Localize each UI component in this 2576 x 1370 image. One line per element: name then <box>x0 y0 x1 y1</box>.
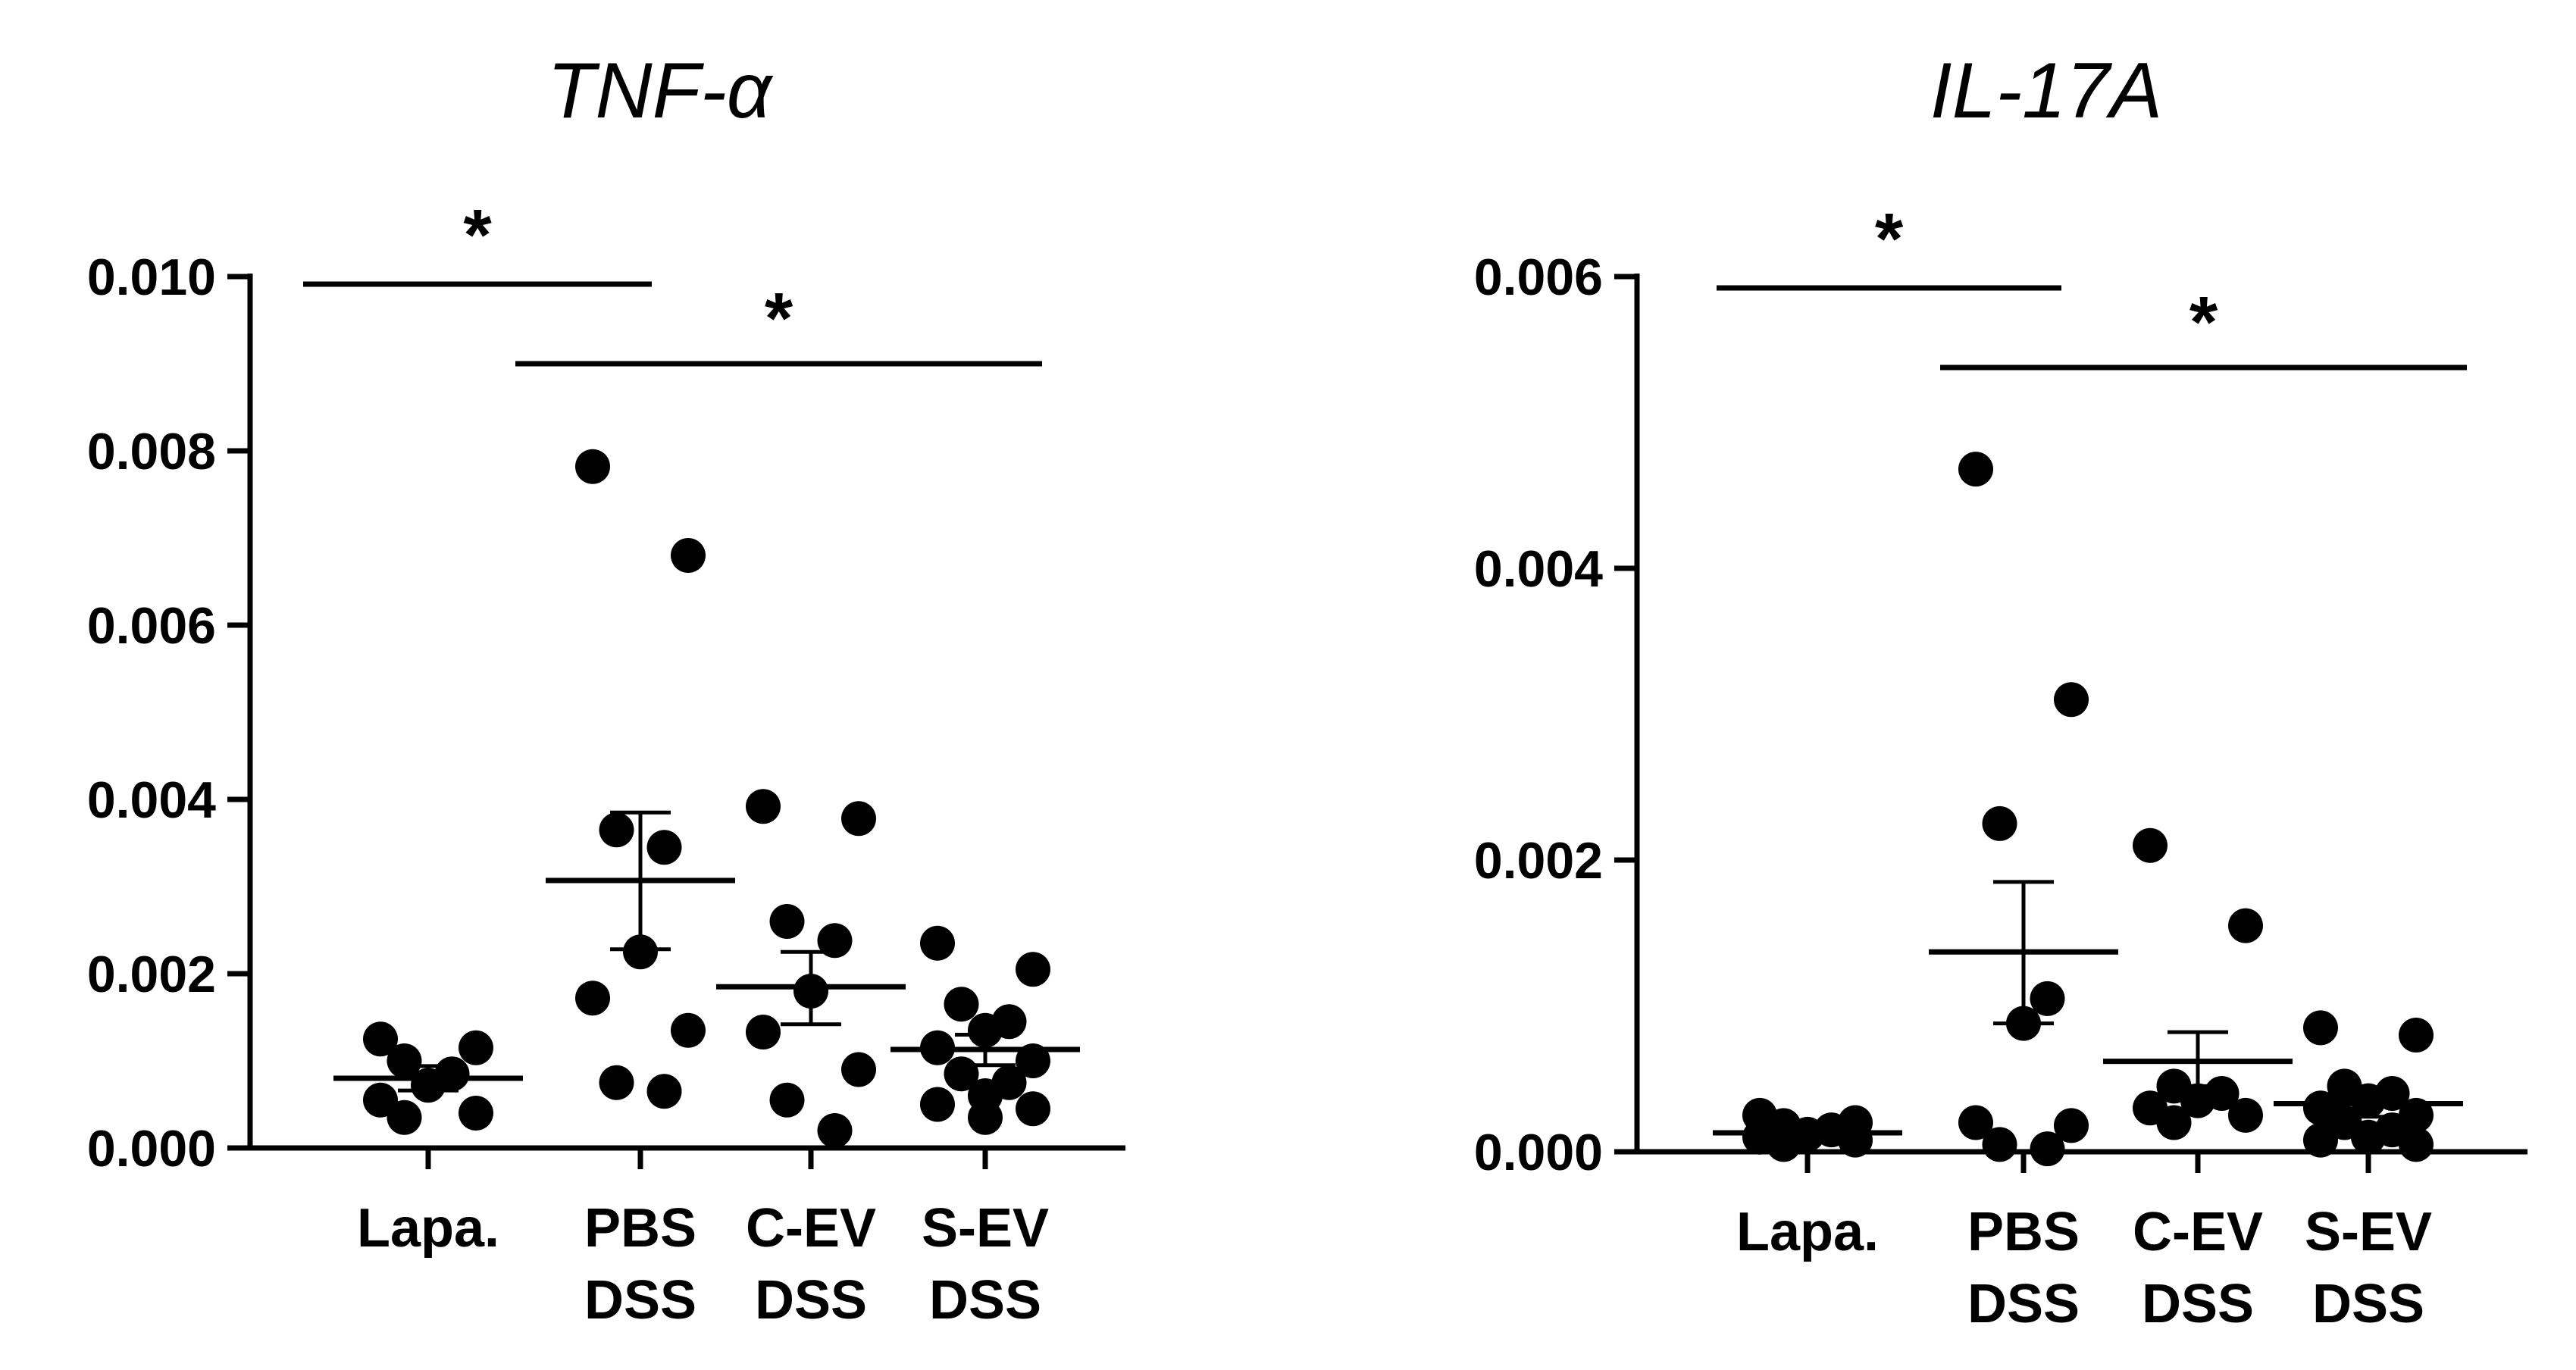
data-point <box>2156 1105 2192 1140</box>
data-point <box>599 1065 634 1100</box>
chart-title: TNF-α <box>547 47 774 135</box>
data-point <box>817 1113 853 1148</box>
data-point <box>575 981 610 1016</box>
data-point <box>2054 682 2089 718</box>
data-point <box>841 801 876 837</box>
x-category-label: DSS <box>755 1270 867 1331</box>
data-point <box>1016 952 1050 987</box>
data-point <box>2030 1131 2065 1167</box>
significance-star: * <box>463 195 492 276</box>
data-point <box>2399 1018 2434 1053</box>
significance-star: * <box>1875 199 1904 280</box>
data-point <box>2303 1122 2338 1158</box>
data-point <box>575 449 610 484</box>
x-category-label: C-EV <box>746 1198 876 1259</box>
significance-star: * <box>2189 282 2218 363</box>
data-point <box>387 1099 422 1135</box>
data-point <box>968 1099 1003 1135</box>
x-category-label: DSS <box>584 1270 696 1331</box>
data-point <box>2303 1010 2338 1046</box>
y-tick-label: 0.000 <box>87 1120 216 1178</box>
y-tick-label: 0.004 <box>1474 540 1603 598</box>
y-tick-label: 0.004 <box>87 771 216 829</box>
data-point <box>646 1074 682 1109</box>
data-point <box>2399 1127 2434 1162</box>
y-tick-label: 0.000 <box>1474 1124 1603 1181</box>
data-point <box>1838 1122 1873 1158</box>
data-point <box>1982 1127 2017 1162</box>
data-point <box>1982 805 2017 841</box>
data-point <box>920 1087 955 1122</box>
y-tick-label: 0.002 <box>1474 832 1603 890</box>
data-point <box>2228 1097 2263 1133</box>
data-point <box>920 925 955 961</box>
data-point <box>769 1082 805 1118</box>
x-category-label: Lapa. <box>1736 1202 1879 1262</box>
data-point <box>671 538 706 573</box>
data-point <box>968 1012 1003 1048</box>
data-point <box>671 1012 706 1048</box>
x-category-label: DSS <box>1967 1274 2080 1334</box>
x-category-label: DSS <box>2142 1274 2254 1334</box>
x-category-label: Lapa. <box>357 1198 499 1259</box>
significance-star: * <box>765 278 793 359</box>
chart-panel-2: IL-17A 0.000 0.002 0.004 0.006 Lapa. PBS DSS C-E… <box>1474 47 2527 1334</box>
data-point <box>1958 1105 1993 1140</box>
data-point <box>746 789 781 824</box>
x-category-label: DSS <box>929 1270 1041 1331</box>
chart-panel-1: TNF-α 0.000 0.002 0.004 0.006 0.008 0.010 Lapa.… <box>87 47 1125 1331</box>
y-tick-label: 0.002 <box>87 946 216 1003</box>
data-point <box>944 987 979 1022</box>
data-point <box>817 923 853 959</box>
data-point <box>363 1021 398 1057</box>
x-category-label: S-EV <box>2305 1202 2432 1262</box>
x-category-label: DSS <box>2312 1274 2424 1334</box>
x-category-label: PBS <box>1967 1202 2080 1262</box>
data-point <box>1958 452 1993 487</box>
data-point <box>2351 1119 2386 1155</box>
data-point <box>769 904 805 939</box>
x-category-label: S-EV <box>922 1198 1049 1259</box>
data-point <box>459 1030 493 1065</box>
data-point <box>623 934 658 970</box>
data-point <box>2133 827 2168 863</box>
y-tick-label: 0.008 <box>87 423 216 480</box>
data-point <box>599 812 634 848</box>
data-point <box>1016 1091 1050 1127</box>
x-category-label: PBS <box>584 1198 696 1259</box>
data-point <box>459 1096 493 1131</box>
y-tick-label: 0.006 <box>1474 249 1603 306</box>
y-tick-label: 0.006 <box>87 597 216 655</box>
data-point <box>2054 1108 2089 1143</box>
data-point <box>746 1015 781 1050</box>
data-point <box>2228 908 2263 943</box>
y-tick-label: 0.010 <box>87 249 216 306</box>
data-point <box>2030 981 2065 1016</box>
data-point <box>387 1043 422 1078</box>
data-point <box>363 1082 398 1118</box>
data-point <box>841 1052 876 1087</box>
chart-title: IL-17A <box>1930 47 2162 135</box>
x-category-label: C-EV <box>2133 1202 2263 1262</box>
data-point <box>646 830 682 865</box>
data-point <box>2180 1083 2215 1118</box>
